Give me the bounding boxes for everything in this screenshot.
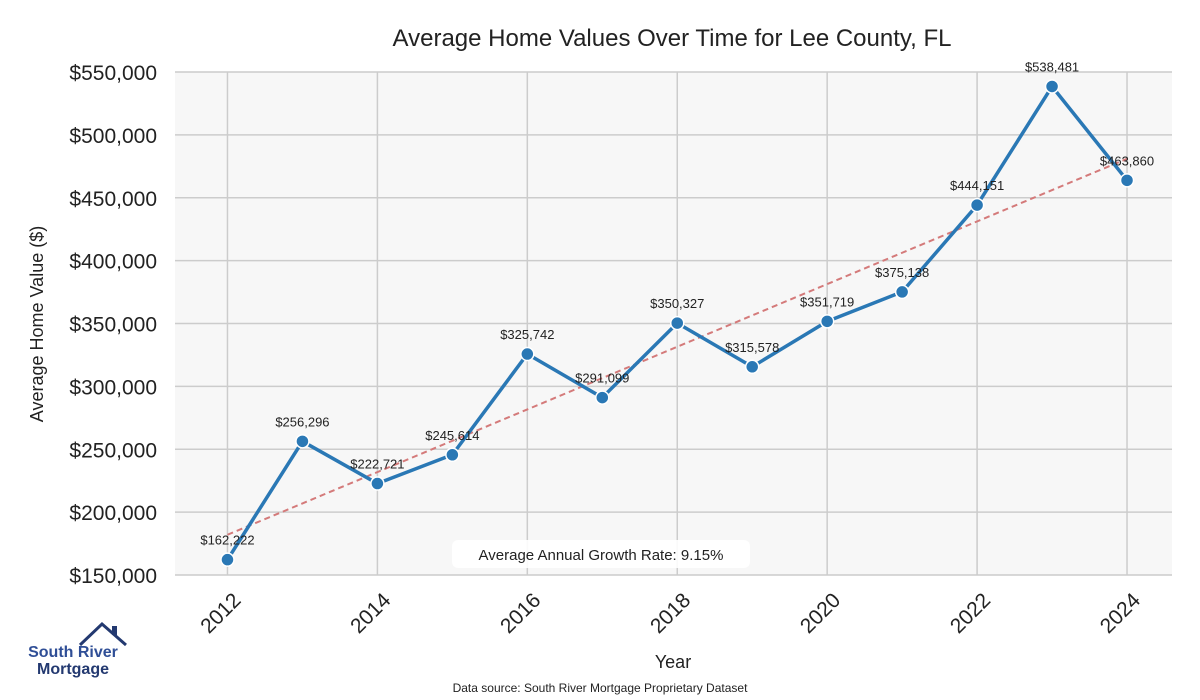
data-label: $222,721	[350, 457, 404, 472]
grid-lines	[175, 71, 1172, 576]
data-label: $256,296	[275, 414, 329, 429]
data-label: $444,151	[950, 178, 1004, 193]
x-tick-label: 2020	[796, 589, 845, 638]
chart-title: Average Home Values Over Time for Lee Co…	[393, 25, 952, 52]
data-points	[220, 79, 1135, 567]
data-point	[520, 346, 535, 362]
y-tick-label: $250,000	[69, 439, 157, 462]
y-tick-label: $450,000	[69, 188, 157, 211]
x-tick-label: 2022	[946, 589, 995, 638]
y-tick-label: $550,000	[69, 62, 157, 85]
data-point	[744, 359, 760, 375]
data-point	[969, 197, 985, 213]
x-tick-label: 2024	[1096, 589, 1146, 639]
y-tick-label: $300,000	[69, 376, 157, 399]
house-icon	[78, 621, 127, 646]
data-point	[819, 314, 835, 329]
data-point	[370, 476, 385, 491]
data-label: $351,719	[800, 294, 854, 309]
growth-rate-annotation: Average Annual Growth Rate: 9.15%	[479, 547, 724, 564]
data-point	[894, 284, 910, 300]
x-tick-label: 2012	[196, 589, 245, 638]
y-axis: $150,000 $200,000 $250,000 $300,000 $350,000…	[69, 62, 157, 588]
data-label: $315,578	[725, 340, 779, 355]
data-point	[595, 390, 610, 405]
data-label: $245,614	[425, 428, 479, 443]
data-label: $291,099	[575, 371, 629, 386]
data-source-note: Data source: South River Mortgage Propri…	[452, 681, 748, 695]
x-tick-label: 2018	[646, 589, 695, 638]
data-point	[220, 552, 235, 567]
y-tick-label: $150,000	[69, 565, 157, 588]
data-point	[295, 434, 310, 449]
y-tick-label: $350,000	[69, 314, 157, 337]
x-tick-label: 2014	[346, 589, 396, 639]
logo: South River Mortgage	[18, 620, 128, 682]
data-point	[1119, 173, 1135, 188]
data-labels: $162,222 $256,296 $222,721 $245,614 $325,742…	[200, 59, 1154, 547]
trend-line	[227, 157, 1128, 536]
y-tick-label: $500,000	[69, 125, 157, 148]
y-tick-label: $400,000	[69, 251, 157, 274]
data-point	[669, 315, 685, 331]
data-label: $538,481	[1025, 59, 1079, 74]
data-label: $325,742	[500, 327, 554, 342]
logo-line-2: Mortgage	[37, 661, 109, 678]
data-label: $463,860	[1100, 153, 1154, 168]
data-point	[445, 447, 460, 463]
data-point	[1044, 79, 1060, 94]
logo-line-1: South River	[28, 644, 118, 661]
annotation-box	[452, 540, 750, 568]
data-label: $350,327	[650, 296, 704, 311]
data-label: $162,222	[200, 533, 254, 548]
y-tick-label: $200,000	[69, 502, 157, 525]
x-tick-label: 2016	[496, 589, 545, 638]
x-axis-label: Year	[655, 652, 691, 672]
y-axis-label: Average Home Value ($)	[27, 226, 47, 422]
data-label: $375,138	[875, 265, 929, 280]
x-axis: 2012 2014 2016 2018 2020 2022 2024	[196, 589, 1145, 639]
